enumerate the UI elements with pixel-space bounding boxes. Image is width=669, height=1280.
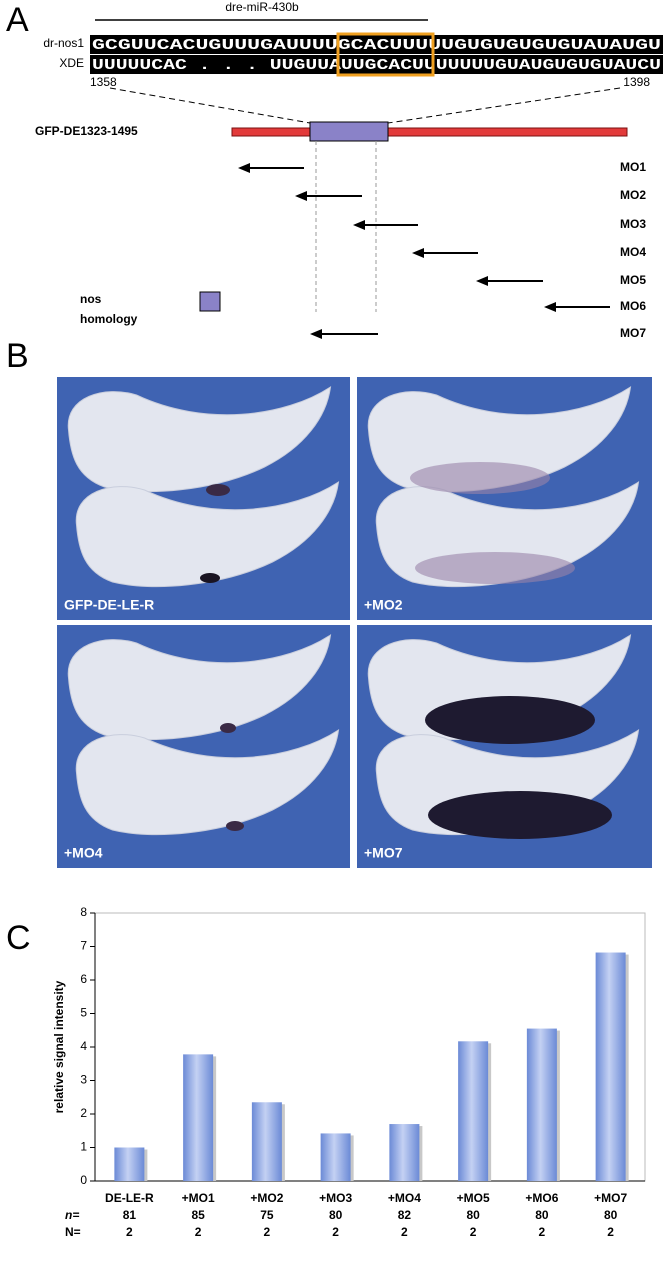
construct-label: GFP-DE1323-1495 [35, 124, 138, 138]
x-tick-label: +MO6 [525, 1191, 558, 1205]
morpholino-label: MO3 [620, 217, 646, 231]
row-label: XDE [59, 56, 84, 70]
x-tick-label: +MO3 [319, 1191, 352, 1205]
sequence: UUUUUCAC . . . UUGUUAUUGCACUUUUUUUGUAUGU… [92, 57, 661, 74]
bar [183, 1054, 214, 1181]
y-tick-label: 5 [80, 1006, 87, 1020]
image-panel: +MO7 [357, 625, 652, 868]
zoom-line [109, 87, 311, 124]
nos-region [309, 121, 389, 142]
sequence: GCGUUCACUGUUUGAUUUUGCACUUUUUGUGUGUGUGUAU… [92, 37, 661, 54]
morpholino-label: MO1 [620, 160, 646, 174]
n-value: 80 [535, 1208, 549, 1222]
x-tick-label: +MO1 [182, 1191, 215, 1205]
n-value: 80 [466, 1208, 480, 1222]
plot-frame [94, 912, 646, 1182]
n-value: 85 [191, 1208, 205, 1222]
y-tick-label: 2 [80, 1106, 87, 1120]
sequence-bg [90, 35, 663, 54]
bar [320, 1133, 351, 1181]
row-label: n= [65, 1208, 79, 1222]
bar [526, 1028, 557, 1181]
image-panel: +MO4 [57, 625, 350, 868]
legend-text: homology [80, 312, 138, 326]
image-panel: +MO2 [357, 377, 652, 620]
bar [595, 952, 626, 1181]
y-tick-label: 0 [80, 1173, 87, 1187]
n-value: 82 [398, 1208, 412, 1222]
bar [114, 1147, 145, 1181]
morpholino-label: MO5 [620, 273, 646, 287]
n-value: 80 [329, 1208, 343, 1222]
end-number: 1398 [623, 75, 650, 89]
N-value: 2 [401, 1225, 408, 1239]
N-value: 2 [195, 1225, 202, 1239]
y-tick-label: 3 [80, 1073, 87, 1087]
arrow-head [295, 191, 307, 201]
N-value: 2 [126, 1225, 133, 1239]
panel-label: GFP-DE-LE-R [64, 597, 154, 613]
mirna-label: dre-miR-430b [225, 0, 299, 14]
arrows [238, 163, 610, 339]
morpholino-label: MO4 [620, 245, 646, 259]
arrow-head [238, 163, 250, 173]
x-tick-label: +MO7 [594, 1191, 627, 1205]
legend-swatch [199, 291, 221, 312]
y-tick-label: 1 [80, 1140, 87, 1154]
x-tick-label: DE-LE-R [105, 1191, 154, 1205]
bar [458, 1041, 489, 1181]
arrow-head [310, 329, 322, 339]
panel-label: +MO7 [364, 845, 403, 861]
y-tick-label: 6 [80, 972, 87, 986]
seed-box [336, 32, 435, 77]
y-axis-label: relative signal intensity [52, 980, 66, 1113]
zoom-line [387, 87, 621, 124]
N-value: 2 [332, 1225, 339, 1239]
y-tick-label: 7 [80, 939, 87, 953]
n-value: 80 [604, 1208, 618, 1222]
N-value: 2 [607, 1225, 614, 1239]
n-value: 81 [123, 1208, 137, 1222]
arrow-head [544, 302, 556, 312]
sequence-bg [90, 55, 663, 74]
N-value: 2 [470, 1225, 477, 1239]
x-tick-label: +MO5 [457, 1191, 490, 1205]
panel-letter: C [6, 919, 31, 957]
start-number: 1358 [90, 75, 117, 89]
morpholino-label: MO2 [620, 188, 646, 202]
N-value: 2 [264, 1225, 271, 1239]
panel-letter: B [6, 337, 29, 375]
panel-letter: A [6, 1, 29, 39]
x-tick-label: +MO2 [250, 1191, 283, 1205]
panel-label: +MO4 [64, 845, 103, 861]
x-tick-label: +MO4 [388, 1191, 421, 1205]
panel-label: +MO2 [364, 597, 403, 613]
row-label: dr-nos1 [43, 36, 84, 50]
bar [389, 1124, 420, 1181]
N-value: 2 [539, 1225, 546, 1239]
construct-bar [231, 127, 628, 137]
legend-text: nos [80, 292, 102, 306]
y-tick-label: 8 [80, 905, 87, 919]
n-value: 75 [260, 1208, 274, 1222]
morpholino-label: MO7 [620, 326, 646, 340]
morpholino-label: MO6 [620, 299, 646, 313]
image-panel: GFP-DE-LE-R [57, 377, 350, 620]
y-tick-label: 4 [80, 1039, 87, 1053]
arrow-head [353, 220, 365, 230]
arrow-head [412, 248, 424, 258]
bar [251, 1102, 282, 1181]
row-label: N= [65, 1225, 81, 1239]
arrow-head [476, 276, 488, 286]
